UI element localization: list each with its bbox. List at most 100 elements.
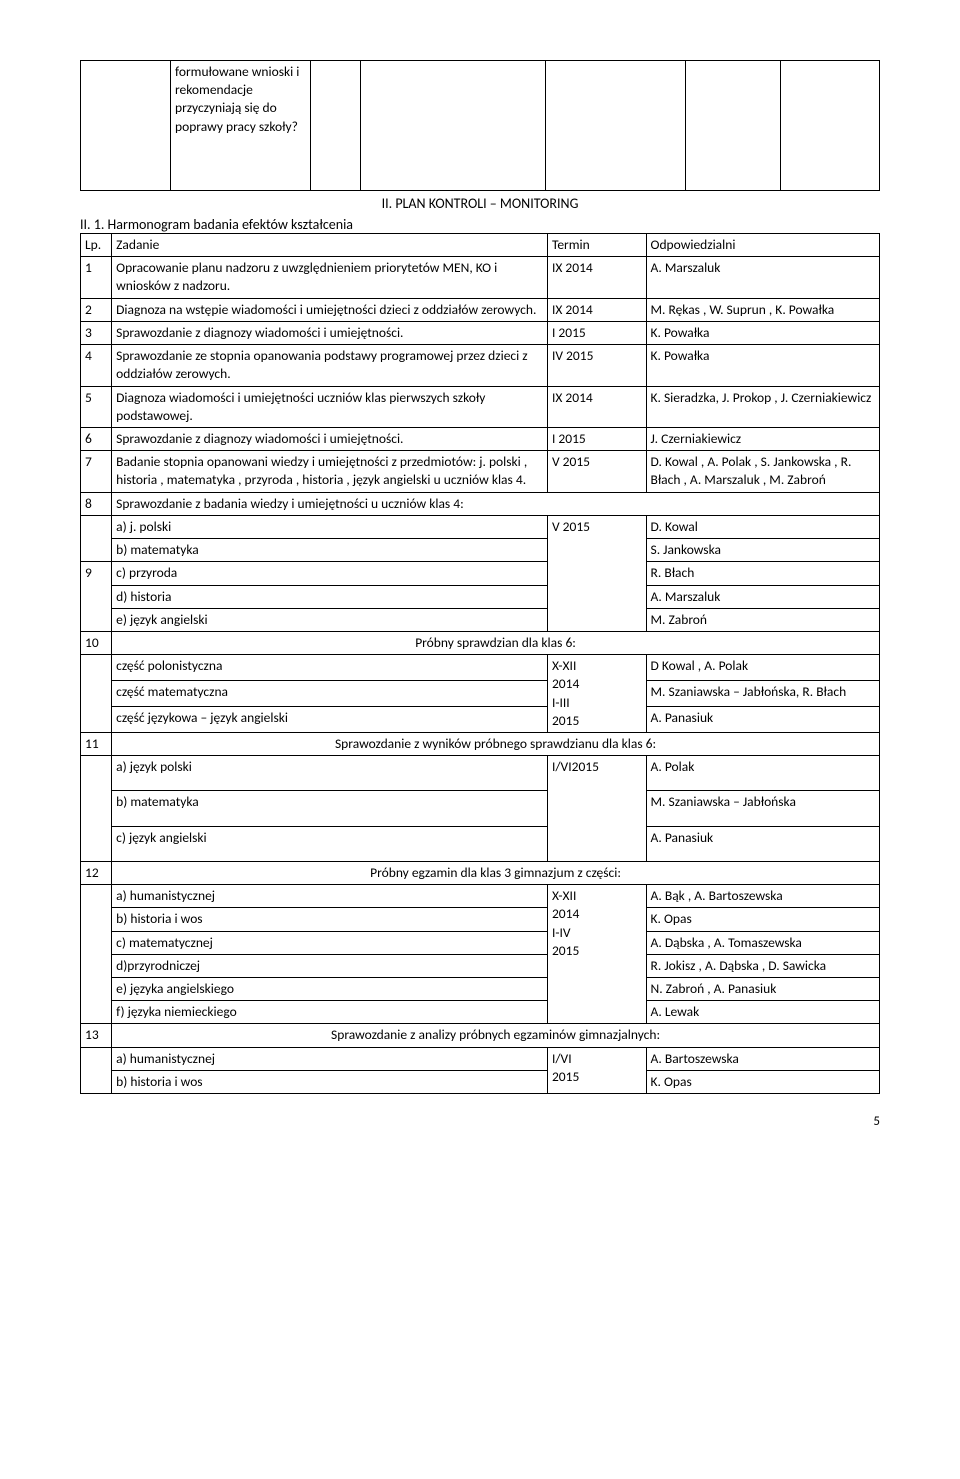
- r13b-zad: b) historia i wos: [112, 1070, 548, 1093]
- r10-mat-zad: część matematyczna: [112, 681, 548, 707]
- top-question-text: formułowane wnioski i rekomendacje przyc…: [171, 61, 311, 191]
- r2-odp: M. Rękas , W. Suprun , K. Powałka: [646, 298, 880, 321]
- row-6: 6 Sprawozdanie z diagnozy wiadomości i u…: [81, 427, 880, 450]
- r10-term: X-XII 2014 I-III 2015: [547, 655, 646, 733]
- r2-zad: Diagnoza na wstępie wiadomości i umiejęt…: [112, 298, 548, 321]
- r12c-odp: A. Dąbska , A. Tomaszewska: [646, 931, 880, 954]
- t13b: 2015: [552, 1068, 579, 1085]
- row-13a: a) humanistycznej I/VI 2015 A. Bartoszew…: [81, 1047, 880, 1070]
- r11b-odp: M. Szaniawska – Jabłońska: [646, 791, 880, 826]
- r9e-zad: e) język angielski: [112, 608, 548, 631]
- r2-term: IX 2014: [547, 298, 646, 321]
- r1-zad: Opracowanie planu nadzoru z uwzględnieni…: [112, 257, 548, 298]
- row-12e: e) języka angielskiego N. Zabroń , A. Pa…: [81, 978, 880, 1001]
- top-col-0: [81, 61, 171, 191]
- r5-odp: K. Sieradzka, J. Prokop , J. Czerniakiew…: [646, 386, 880, 427]
- row-11b: b) matematyka M. Szaniawska – Jabłońska: [81, 791, 880, 826]
- row-2: 2 Diagnoza na wstępie wiadomości i umiej…: [81, 298, 880, 321]
- t13a: I/VI: [552, 1050, 572, 1067]
- r8-lp-span: [81, 515, 112, 561]
- t12d: 2015: [552, 942, 579, 959]
- r3-zad: Sprawozdanie z diagnozy wiadomości i umi…: [112, 321, 548, 344]
- r7-odp: D. Kowal , A. Polak , S. Jankowska , R. …: [646, 451, 880, 492]
- row-11c: c) język angielski A. Panasiuk: [81, 826, 880, 861]
- r12e-zad: e) języka angielskiego: [112, 978, 548, 1001]
- r11c-zad: c) język angielski: [112, 826, 548, 861]
- row-12a: a) humanistycznej X-XII 2014 I-IV 2015 A…: [81, 885, 880, 908]
- row-1: 1 Opracowanie planu nadzoru z uwzględnie…: [81, 257, 880, 298]
- r6-zad: Sprawozdanie z diagnozy wiadomości i umi…: [112, 427, 548, 450]
- row-9c: 9 c) przyroda R. Błach: [81, 562, 880, 585]
- r8b-zad: b) matematyka: [112, 539, 548, 562]
- top-col-2: [311, 61, 361, 191]
- r7-zad: Badanie stopnia opanowani wiedzy i umiej…: [112, 451, 548, 492]
- section-heading: II. PLAN KONTROLI – MONITORING: [80, 191, 880, 216]
- r10-title: Próbny sprawdzian dla klas 6:: [112, 631, 880, 654]
- subheading: II. 1. Harmonogram badania efektów kszta…: [80, 216, 880, 233]
- r10-jez-odp: A. Panasiuk: [646, 707, 880, 733]
- r11a-zad: a) język polski: [112, 756, 548, 791]
- r3-term: I 2015: [547, 321, 646, 344]
- r13-title: Sprawozdanie z analizy próbnych egzaminó…: [112, 1024, 880, 1047]
- r10-mat-odp: M. Szaniawska – Jabłońska, R. Błach: [646, 681, 880, 707]
- header-row: Lp. Zadanie Termin Odpowiedzialni: [81, 234, 880, 257]
- hdr-lp: Lp.: [81, 234, 112, 257]
- r12b-zad: b) historia i wos: [112, 908, 548, 931]
- r13b-odp: K. Opas: [646, 1070, 880, 1093]
- row-12d: d)przyrodniczej R. Jokisz , A. Dąbska , …: [81, 954, 880, 977]
- r6-odp: J. Czerniakiewicz: [646, 427, 880, 450]
- row-7: 7 Badanie stopnia opanowani wiedzy i umi…: [81, 451, 880, 492]
- r12d-zad: d)przyrodniczej: [112, 954, 548, 977]
- r9d-odp: A. Marszaluk: [646, 585, 880, 608]
- r8-title: Sprawozdanie z badania wiedzy i umiejętn…: [112, 492, 880, 515]
- row-12c: c) matematycznej A. Dąbska , A. Tomaszew…: [81, 931, 880, 954]
- r12f-zad: f) języka niemieckiego: [112, 1001, 548, 1024]
- row-12b: b) historia i wos K. Opas: [81, 908, 880, 931]
- r8-lp: 8: [81, 492, 112, 515]
- r12d-odp: R. Jokisz , A. Dąbska , D. Sawicka: [646, 954, 880, 977]
- t10b: 2014: [552, 675, 579, 692]
- r9d-zad: d) historia: [112, 585, 548, 608]
- r4-term: IV 2015: [547, 345, 646, 386]
- r3-odp: K. Powałka: [646, 321, 880, 344]
- r12-lp-span: [81, 885, 112, 1024]
- t10d: 2015: [552, 712, 579, 729]
- r13-lp: 13: [81, 1024, 112, 1047]
- r10-jez-zad: część językowa – język angielski: [112, 707, 548, 733]
- r5-zad: Diagnoza wiadomości i umiejętności uczni…: [112, 386, 548, 427]
- t10c: I-III: [552, 694, 570, 711]
- r13a-odp: A. Bartoszewska: [646, 1047, 880, 1070]
- top-col-6: [781, 61, 880, 191]
- r10-pol-odp: D Kowal , A. Polak: [646, 655, 880, 681]
- r5-term: IX 2014: [547, 386, 646, 427]
- r9-lp: 9: [81, 562, 112, 632]
- row-11a: a) język polski I/VI2015 A. Polak: [81, 756, 880, 791]
- r13a-zad: a) humanistycznej: [112, 1047, 548, 1070]
- t12b: 2014: [552, 905, 579, 922]
- r12e-odp: N. Zabroń , A. Panasiuk: [646, 978, 880, 1001]
- r3-lp: 3: [81, 321, 112, 344]
- r9c-odp: R. Błach: [646, 562, 880, 585]
- r4-lp: 4: [81, 345, 112, 386]
- r11b-zad: b) matematyka: [112, 791, 548, 826]
- r4-zad: Sprawozdanie ze stopnia opanowania podst…: [112, 345, 548, 386]
- row-5: 5 Diagnoza wiadomości i umiejętności ucz…: [81, 386, 880, 427]
- r10-lp-span: [81, 655, 112, 733]
- t12c: I-IV: [552, 924, 571, 941]
- r1-lp: 1: [81, 257, 112, 298]
- row-10-jez: część językowa – język angielski A. Pana…: [81, 707, 880, 733]
- r1-term: IX 2014: [547, 257, 646, 298]
- hdr-odp: Odpowiedzialni: [646, 234, 880, 257]
- row-10-pol: część polonistyczna X-XII 2014 I-III 201…: [81, 655, 880, 681]
- row-10-title: 10 Próbny sprawdzian dla klas 6:: [81, 631, 880, 654]
- r12a-zad: a) humanistycznej: [112, 885, 548, 908]
- main-table: Lp. Zadanie Termin Odpowiedzialni 1 Opra…: [80, 233, 880, 1094]
- r4-odp: K. Powałka: [646, 345, 880, 386]
- top-col-3: [361, 61, 546, 191]
- r8a-odp: D. Kowal: [646, 515, 880, 538]
- r13-term: I/VI 2015: [547, 1047, 646, 1093]
- r7-lp: 7: [81, 451, 112, 492]
- r12f-odp: A. Lewak: [646, 1001, 880, 1024]
- r12-title: Próbny egzamin dla klas 3 gimnazjum z cz…: [112, 861, 880, 884]
- r11-lp: 11: [81, 733, 112, 756]
